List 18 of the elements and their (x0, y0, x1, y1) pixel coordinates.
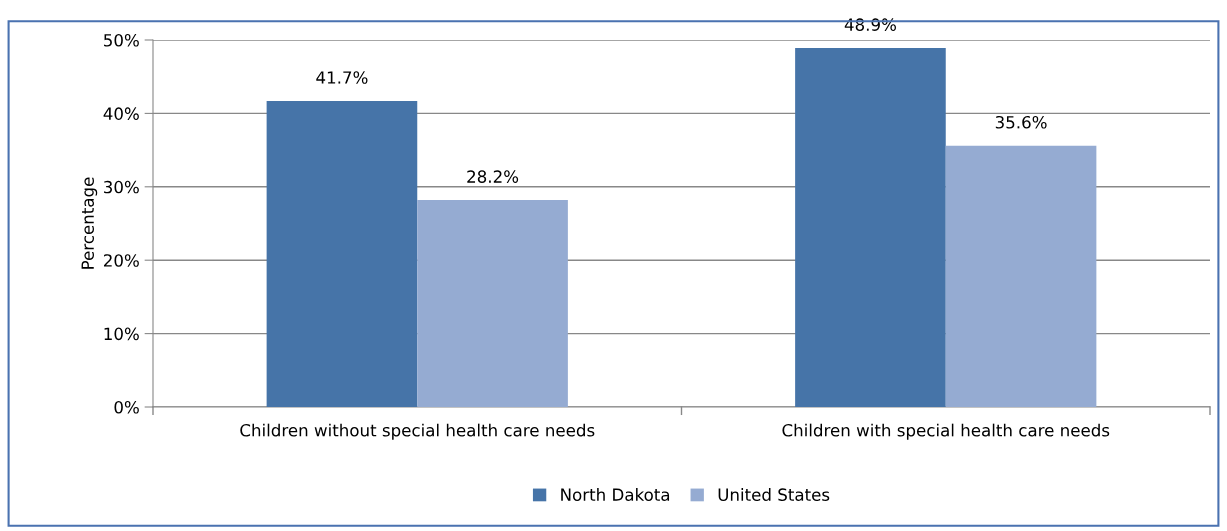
bar (266, 100, 418, 407)
x-tick-label: Children without special health care needs (240, 423, 595, 440)
y-tick-label: 0% (114, 400, 139, 414)
text: 35.6% (995, 115, 1047, 129)
legend-label: United States (718, 488, 830, 501)
y-tick-label: 10% (104, 327, 139, 341)
y-tick-label: 20% (103, 254, 139, 267)
y-axis-title: Percentage (81, 177, 98, 269)
text: 28.2% (467, 170, 519, 183)
y-tick-label: 40% (103, 107, 139, 120)
x-tick-label: Children with special health care needs (782, 423, 1110, 440)
legend-label: North Dakota (561, 488, 670, 501)
text: 41.7% (316, 71, 368, 84)
bar (795, 48, 946, 407)
bar (417, 200, 568, 407)
bar (945, 145, 1097, 407)
y-tick-label: 50% (104, 33, 139, 47)
y-tick-label: 30% (104, 180, 139, 194)
